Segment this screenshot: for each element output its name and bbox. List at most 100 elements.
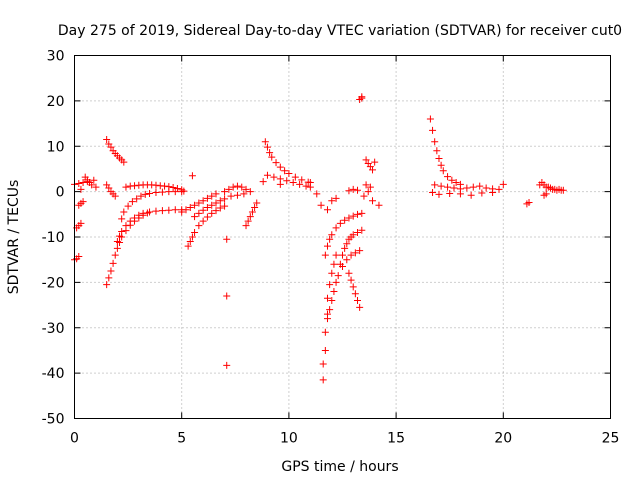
series-arc-b <box>73 219 85 232</box>
data-point <box>107 143 115 151</box>
series-cluster-7.5h <box>221 182 254 200</box>
series-flat-2.5h <box>122 181 188 195</box>
data-point <box>298 176 306 184</box>
data-point <box>113 238 121 246</box>
data-point <box>212 190 220 198</box>
data-point <box>328 231 336 239</box>
data-point <box>469 183 477 191</box>
data-point <box>212 207 220 215</box>
data-point <box>336 219 344 227</box>
data-point <box>467 191 475 199</box>
data-point <box>171 206 179 214</box>
data-point <box>326 306 334 314</box>
data-point <box>111 192 119 200</box>
series-decay-8.9h <box>261 138 314 187</box>
series-rise-5.2h <box>178 190 220 216</box>
data-point <box>499 180 507 188</box>
series-decay-1.6h <box>103 135 128 166</box>
data-point <box>433 147 441 155</box>
data-point <box>221 188 229 196</box>
y-tick-label: -50 <box>42 412 65 428</box>
data-point <box>444 183 452 191</box>
data-point <box>178 208 186 216</box>
y-tick-label: -30 <box>42 321 65 337</box>
data-point <box>371 158 379 166</box>
data-point <box>79 198 87 206</box>
data-point <box>358 226 366 234</box>
data-point <box>343 240 351 248</box>
data-point <box>221 202 229 210</box>
x-tick-label: 10 <box>280 431 298 447</box>
data-point <box>426 115 434 123</box>
data-point <box>199 206 207 214</box>
data-point <box>240 190 248 198</box>
series-isolated-5.5h <box>188 172 196 180</box>
data-point <box>351 290 359 298</box>
data-point <box>349 231 357 239</box>
data-point <box>92 183 100 191</box>
data-point <box>283 177 291 185</box>
data-point <box>369 197 377 205</box>
data-point <box>334 272 342 280</box>
data-point <box>285 169 293 177</box>
data-point <box>131 214 139 222</box>
data-point <box>238 183 246 191</box>
data-point <box>208 201 216 209</box>
data-point <box>75 253 83 261</box>
data-point <box>375 201 383 209</box>
data-point <box>354 210 362 218</box>
series-scatter-17.5h <box>429 189 497 199</box>
data-point <box>540 191 548 199</box>
x-tick-label: 15 <box>387 431 405 447</box>
data-point <box>362 156 370 164</box>
data-point <box>456 190 464 198</box>
data-point <box>306 183 314 191</box>
data-point <box>323 294 331 302</box>
data-point <box>354 297 362 305</box>
y-tick-label: -40 <box>42 366 65 382</box>
data-point <box>107 267 115 275</box>
data-point <box>431 181 439 189</box>
data-point <box>225 185 233 193</box>
x-tick-label: 25 <box>602 431 620 447</box>
data-point <box>332 194 340 202</box>
data-point <box>328 197 336 205</box>
series-isolated-21.1h <box>523 199 533 208</box>
x-tick-label: 5 <box>177 431 186 447</box>
data-point <box>77 185 85 193</box>
data-point <box>105 274 113 282</box>
data-point <box>158 188 166 196</box>
data-point <box>437 182 445 190</box>
data-point <box>349 283 357 291</box>
data-point <box>369 166 377 174</box>
chart-title: Day 275 of 2019, Sidereal Day-to-day VTE… <box>58 23 622 39</box>
data-point <box>223 235 231 243</box>
data-point <box>326 281 334 289</box>
data-point <box>227 192 235 200</box>
data-point <box>199 217 207 225</box>
data-point <box>332 251 340 259</box>
series-rise-8.0h <box>242 199 261 230</box>
data-point <box>223 292 231 300</box>
plot-frame <box>74 55 611 419</box>
data-point <box>188 233 196 241</box>
data-point <box>448 176 456 184</box>
data-point <box>244 217 252 225</box>
data-point <box>118 215 126 223</box>
data-point <box>180 187 188 195</box>
data-point <box>203 213 211 221</box>
series-isolated-7.1h <box>223 235 231 369</box>
data-point <box>259 178 267 186</box>
data-point <box>77 219 85 227</box>
data-point <box>272 159 280 167</box>
data-point <box>268 153 276 161</box>
data-point <box>263 143 271 151</box>
data-point <box>188 172 196 180</box>
data-point <box>203 204 211 212</box>
data-point <box>120 208 128 216</box>
data-point <box>463 184 471 192</box>
y-tick-label: 10 <box>47 139 65 155</box>
data-point <box>208 192 216 200</box>
data-point <box>103 281 111 289</box>
